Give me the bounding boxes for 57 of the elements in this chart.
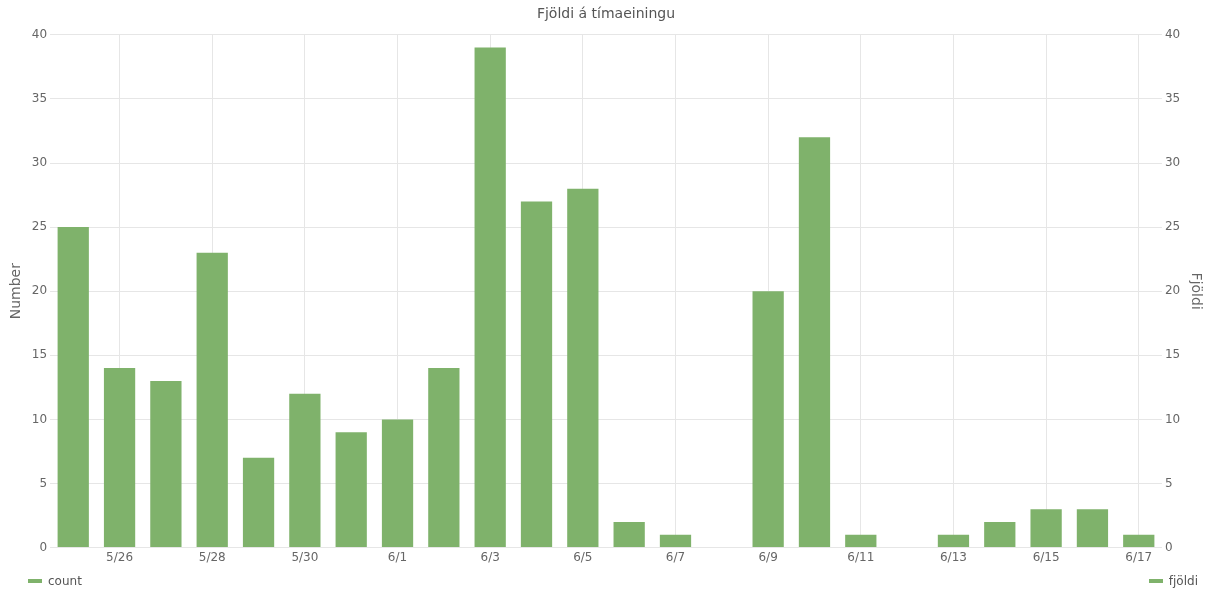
- x-tick-label: 6/7: [665, 549, 686, 564]
- y2-tick-label: 20: [1164, 283, 1181, 298]
- bar: [289, 393, 321, 548]
- x-tick-label: 6/15: [1032, 549, 1060, 564]
- x-tick-label: 6/3: [480, 549, 500, 564]
- x-tick-label: 6/5: [573, 549, 593, 564]
- bar: [474, 47, 506, 548]
- y-tick-label: 10: [31, 411, 48, 426]
- y2-axis-title: Fjöldi: [1188, 272, 1205, 310]
- legend-label: count: [48, 574, 82, 588]
- y-tick-label: 35: [31, 91, 48, 106]
- y-tick-label: 20: [31, 283, 48, 298]
- bar: [845, 534, 877, 548]
- x-tick-label: 6/9: [758, 549, 778, 564]
- y-tick-label: 40: [31, 26, 48, 41]
- bar: [1076, 509, 1109, 548]
- bar: [381, 419, 414, 548]
- legend-label: fjöldi: [1168, 574, 1198, 588]
- bar: [752, 291, 784, 548]
- x-tick-label: 5/28: [198, 549, 226, 564]
- x-tick-label: 6/1: [387, 549, 408, 564]
- bar: [103, 368, 136, 548]
- y2-tick-label: 0: [1164, 539, 1173, 554]
- chart-title: Fjöldi á tímaeiningu: [536, 5, 676, 22]
- bar: [150, 380, 182, 548]
- x-tick-label: 6/17: [1125, 549, 1153, 564]
- y-tick-label: 30: [31, 155, 48, 170]
- bar: [567, 188, 599, 548]
- y-tick-label: 5: [39, 475, 48, 490]
- y-axis-title: Number: [7, 262, 24, 320]
- bar: [428, 368, 460, 548]
- y2-tick-label: 25: [1164, 219, 1181, 234]
- x-tick-label: 5/30: [291, 549, 319, 564]
- bar: [984, 521, 1016, 548]
- y-tick-label: 15: [31, 347, 48, 362]
- y-tick-label: 25: [31, 219, 48, 234]
- x-tick-label: 6/11: [847, 549, 875, 564]
- y2-tick-label: 30: [1164, 155, 1181, 170]
- bar: [937, 534, 970, 548]
- bar: [196, 252, 228, 548]
- bar: [1030, 509, 1062, 548]
- y2-tick-label: 10: [1164, 411, 1181, 426]
- bar: [335, 432, 367, 548]
- bar: [798, 137, 831, 548]
- y-tick-label: 0: [39, 539, 48, 554]
- x-tick-label: 5/26: [106, 549, 134, 564]
- bar: [520, 201, 553, 548]
- y2-tick-label: 5: [1164, 475, 1173, 490]
- y2-tick-label: 15: [1164, 347, 1181, 362]
- y2-tick-label: 35: [1164, 91, 1181, 106]
- y2-tick-label: 40: [1164, 26, 1181, 41]
- x-tick-label: 6/13: [939, 549, 967, 564]
- bar: [1123, 534, 1155, 548]
- bar: [659, 534, 692, 548]
- bar: [57, 227, 89, 548]
- bar: [613, 521, 645, 548]
- bar: [242, 457, 275, 548]
